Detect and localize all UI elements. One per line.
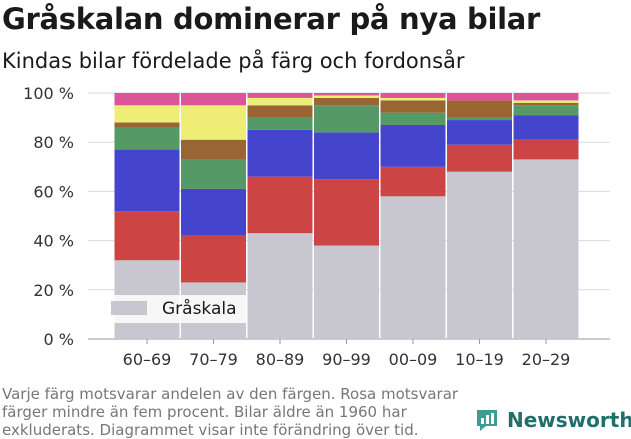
x-tick-label: 00–09 bbox=[389, 350, 438, 369]
bar-segment bbox=[247, 97, 313, 106]
bar-segment bbox=[380, 97, 446, 101]
bar-segment bbox=[513, 159, 579, 339]
bar-segment bbox=[181, 139, 246, 160]
brand-name: Newsworthy bbox=[507, 408, 631, 432]
bar-segment bbox=[447, 93, 512, 101]
bar-segment bbox=[513, 93, 579, 101]
bar-segment bbox=[380, 124, 446, 167]
bar-segment bbox=[314, 245, 379, 339]
bar-segment bbox=[314, 95, 379, 98]
bar-segment bbox=[380, 93, 446, 98]
bar-segment bbox=[314, 105, 379, 133]
y-tick-label: 80 % bbox=[33, 133, 74, 152]
bar-segment bbox=[314, 97, 379, 106]
y-tick-label: 100 % bbox=[23, 84, 74, 103]
bar-segment bbox=[513, 100, 579, 103]
bar-segment bbox=[181, 105, 246, 140]
bar-segment bbox=[114, 122, 180, 128]
chart-title: Gråskalan dominerar på nya bilar bbox=[2, 2, 541, 36]
bar-segment bbox=[247, 93, 313, 98]
chart-subtitle: Kindas bilar fördelade på färg och fordo… bbox=[2, 49, 465, 73]
legend-label: Gråskala bbox=[162, 298, 237, 319]
bar-segment bbox=[114, 149, 180, 212]
y-tick-label: 20 % bbox=[33, 281, 74, 300]
y-tick-label: 60 % bbox=[33, 182, 74, 201]
bar-segment bbox=[314, 93, 379, 96]
bar-segment bbox=[247, 129, 313, 177]
legend-swatch bbox=[111, 301, 147, 315]
bar-segment bbox=[380, 166, 446, 197]
bar-segment bbox=[380, 100, 446, 113]
bar-segment bbox=[447, 100, 512, 118]
bar-segment bbox=[247, 233, 313, 339]
y-tick-label: 0 % bbox=[44, 330, 74, 349]
bar-segment bbox=[447, 120, 512, 145]
bar-segment bbox=[247, 105, 313, 118]
x-tick-label: 90–99 bbox=[322, 350, 371, 369]
bar-segment bbox=[447, 144, 512, 172]
bar-segment bbox=[513, 139, 579, 160]
bar-segment bbox=[181, 188, 246, 236]
x-tick-label: 10–19 bbox=[455, 350, 504, 369]
bar-segment bbox=[114, 93, 180, 106]
bar-segment bbox=[314, 179, 379, 246]
y-tick-label: 40 % bbox=[33, 232, 74, 251]
bar-segment bbox=[181, 93, 246, 106]
x-tick-label: 60–69 bbox=[123, 350, 172, 369]
x-tick-label: 80–89 bbox=[256, 350, 305, 369]
bar-segment bbox=[247, 117, 313, 130]
bar-segment bbox=[114, 127, 180, 150]
bar-segment bbox=[447, 171, 512, 339]
bar-segment bbox=[380, 196, 446, 339]
newsworthy-icon bbox=[477, 410, 497, 431]
bar-segment bbox=[114, 105, 180, 123]
bar-segment bbox=[314, 132, 379, 180]
bar-segment bbox=[114, 211, 180, 261]
x-tick-label: 20–29 bbox=[522, 350, 571, 369]
bar-segment bbox=[513, 105, 579, 116]
bar-segment bbox=[181, 159, 246, 189]
bar-segment bbox=[513, 102, 579, 106]
bar-segment bbox=[513, 115, 579, 140]
bar-segment bbox=[447, 117, 512, 121]
footnote: Varje färg motsvarar andelen av den färg… bbox=[2, 385, 459, 439]
bar-segment bbox=[247, 176, 313, 234]
bar-segment bbox=[380, 112, 446, 125]
x-tick-label: 70–79 bbox=[189, 350, 238, 369]
bar-segment bbox=[181, 235, 246, 283]
newsworthy-logo: Newsworthy bbox=[474, 407, 631, 433]
